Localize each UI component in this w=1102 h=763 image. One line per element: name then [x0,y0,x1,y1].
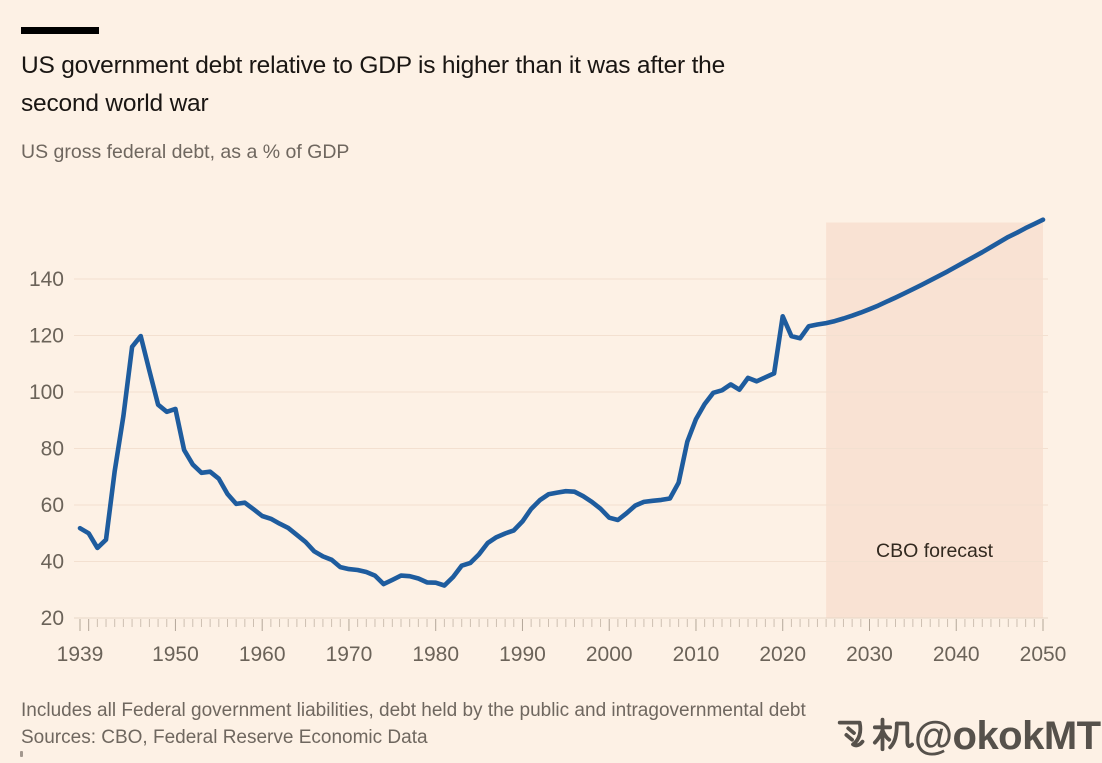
chart-title: US government debt relative to GDP is hi… [21,47,725,123]
forecast-label: CBO forecast [876,540,994,562]
cjk-glyph-ji-icon [872,717,914,752]
cjk-glyph-fei-icon [837,720,865,748]
footnote: Includes all Federal government liabilit… [21,700,806,721]
x-axis-label: 2010 [673,643,720,666]
forecast-band [826,222,1043,618]
x-axis-label: 2030 [846,643,893,666]
y-axis-label: 120 [29,325,64,348]
chart-subtitle: US gross federal debt, as a % of GDP [21,141,350,163]
y-axis-label: 100 [29,381,64,404]
x-axis-label: 1990 [499,643,546,666]
watermark: @okokMT [834,712,1101,758]
chart-title-line1: US government debt relative to GDP is hi… [21,52,726,79]
source-line: Sources: CBO, Federal Reserve Economic D… [21,727,428,748]
x-axis-label: 1960 [239,643,286,666]
x-axis-label: 2020 [759,643,806,666]
x-axis-label: 2050 [1020,643,1067,666]
y-axis-label: 20 [41,607,64,630]
debt-line [77,217,1046,588]
x-axis-label: 1939 [57,643,104,666]
watermark-handle: @okokMT [914,714,1101,758]
x-axis-label: 2000 [586,643,633,666]
y-axis-label: 60 [41,494,64,517]
x-axis-label: 2040 [933,643,980,666]
y-axis-label: 80 [41,438,64,461]
x-axis-label: 1950 [152,643,199,666]
x-axis-label: 1980 [412,643,459,666]
y-axis-label: 140 [29,268,64,291]
y-axis-label: 40 [41,551,64,574]
chart-title-line2: second world war [21,90,209,117]
kicker-bar [21,27,99,34]
x-axis-label: 1970 [326,643,373,666]
artifact-mark [20,751,23,757]
